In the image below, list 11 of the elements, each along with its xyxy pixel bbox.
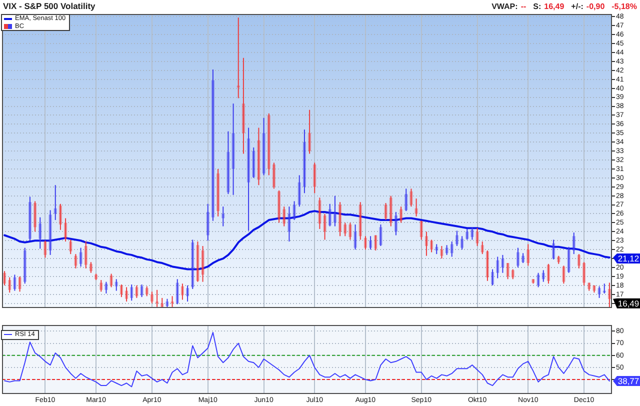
text: -5,18% — [612, 2, 637, 11]
text: 16,49 — [618, 298, 640, 308]
text: +/-: — [571, 2, 584, 11]
text: VWAP: — [492, 2, 518, 11]
chart-title: VIX - S&P 500 Volatility — [3, 1, 96, 12]
text: -- — [520, 2, 526, 11]
data-label: 21,12 — [618, 253, 640, 264]
data-label: 38,77 — [618, 376, 640, 386]
text: -0,90 — [586, 2, 605, 11]
text: 16,49 — [544, 2, 564, 11]
text: S: — [533, 2, 542, 11]
